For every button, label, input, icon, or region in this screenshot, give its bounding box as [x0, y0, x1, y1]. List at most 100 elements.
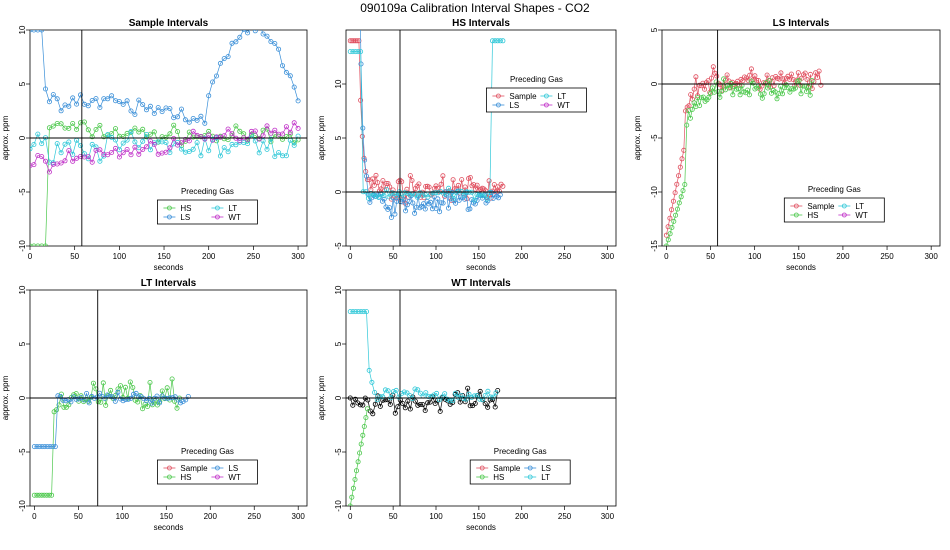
- legend-entry: WT: [228, 213, 241, 222]
- data-point: [404, 190, 410, 196]
- data-point: [724, 72, 730, 78]
- data-point: [56, 402, 62, 408]
- data-point: [493, 390, 499, 396]
- data-point: [357, 402, 363, 408]
- data-point: [272, 41, 278, 47]
- data-point: [383, 180, 389, 186]
- data-point: [479, 193, 485, 199]
- data-point: [360, 125, 366, 131]
- data-point: [355, 49, 361, 55]
- data-point: [669, 207, 675, 213]
- data-point: [260, 31, 266, 37]
- data-point: [73, 391, 79, 397]
- legend-marker: [544, 102, 549, 108]
- data-point: [497, 38, 503, 44]
- data-point: [463, 396, 469, 402]
- data-point: [136, 394, 142, 400]
- data-point: [416, 181, 422, 187]
- data-point: [748, 66, 754, 72]
- x-tick-label: 200: [515, 512, 529, 521]
- data-point: [47, 444, 53, 450]
- legend-entry: Sample: [493, 464, 521, 473]
- data-point: [371, 182, 377, 188]
- data-point: [490, 188, 496, 194]
- x-tick-label: 150: [160, 512, 174, 521]
- data-point: [689, 107, 695, 113]
- data-point: [677, 164, 683, 170]
- x-tick-label: 50: [706, 252, 715, 261]
- x-tick-label: 100: [116, 512, 130, 521]
- data-point: [352, 476, 358, 482]
- data-point: [66, 148, 72, 154]
- data-point: [109, 149, 115, 155]
- series-line: [350, 40, 504, 204]
- data-point: [66, 139, 72, 145]
- data-point: [757, 91, 763, 97]
- data-point: [102, 395, 108, 401]
- data-point: [351, 38, 357, 44]
- data-point: [120, 101, 126, 107]
- data-point: [663, 243, 669, 246]
- data-point: [387, 184, 393, 190]
- data-point: [74, 155, 80, 161]
- series-ls: [30, 30, 301, 126]
- data-point: [130, 384, 136, 390]
- data-point: [674, 181, 680, 187]
- data-point: [711, 89, 717, 95]
- data-point: [433, 205, 439, 211]
- data-point: [233, 123, 239, 129]
- data-point: [118, 383, 124, 389]
- data-point: [426, 184, 432, 190]
- legend-marker: [479, 474, 485, 480]
- data-point: [453, 189, 459, 195]
- x-axis-label: seconds: [154, 523, 184, 532]
- data-point: [369, 379, 375, 385]
- legend-box: [157, 199, 258, 225]
- data-point: [361, 423, 367, 429]
- x-tick-label: 250: [247, 252, 261, 261]
- series-ls: [31, 389, 191, 450]
- data-point: [46, 169, 52, 175]
- y-tick-label: 10: [18, 285, 27, 294]
- data-point: [415, 402, 421, 408]
- y-tick-label: 10: [334, 79, 343, 88]
- data-point: [440, 200, 446, 206]
- data-point: [754, 77, 760, 83]
- data-point: [358, 97, 364, 103]
- data-point: [127, 379, 133, 385]
- data-point: [440, 173, 446, 179]
- data-point: [132, 144, 138, 150]
- data-point: [81, 151, 87, 157]
- x-axis-label: seconds: [786, 263, 816, 272]
- x-tick-label: 50: [74, 512, 83, 521]
- y-tick-label: -5: [18, 448, 27, 456]
- data-point: [49, 492, 55, 498]
- data-point: [486, 178, 492, 184]
- data-point: [237, 128, 243, 134]
- data-point: [695, 95, 701, 101]
- data-point: [747, 72, 753, 78]
- data-point: [237, 34, 243, 40]
- data-point: [128, 108, 134, 114]
- data-point: [809, 78, 815, 84]
- data-point: [54, 407, 60, 413]
- data-point: [370, 411, 376, 417]
- data-point: [710, 85, 716, 91]
- data-point: [84, 390, 90, 396]
- data-point: [382, 387, 388, 393]
- data-point: [764, 72, 770, 78]
- data-point: [466, 391, 472, 397]
- data-point: [50, 92, 56, 98]
- data-point: [427, 399, 433, 405]
- data-point: [767, 78, 773, 84]
- data-point: [746, 92, 752, 98]
- legend-entry: Sample: [807, 202, 835, 211]
- data-point: [680, 188, 686, 194]
- data-point: [484, 196, 490, 202]
- data-point: [355, 459, 361, 465]
- data-point: [70, 158, 76, 164]
- data-point: [175, 114, 181, 120]
- data-point: [252, 128, 258, 134]
- y-tick-label: 0: [18, 135, 27, 140]
